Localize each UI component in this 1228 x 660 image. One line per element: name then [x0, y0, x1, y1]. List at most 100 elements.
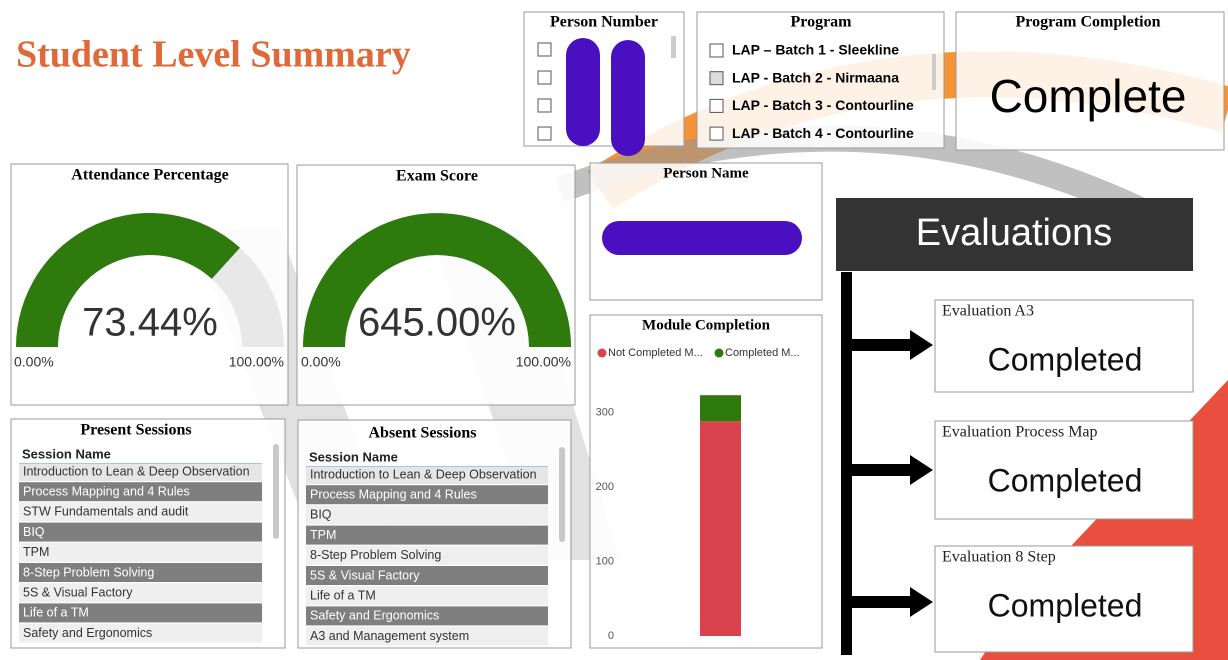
evaluation-status: Completed — [988, 462, 1143, 498]
card-box — [955, 11, 1225, 151]
table-row[interactable] — [19, 623, 262, 643]
slicer-item[interactable]: LAP - Batch 2 - Nirmaana — [732, 69, 899, 85]
table-title: Present Sessions — [80, 422, 191, 439]
evaluation-card — [934, 420, 1194, 520]
redaction — [566, 38, 600, 146]
arrow — [852, 455, 933, 485]
table-cell: Introduction to Lean & Deep Observation — [23, 464, 250, 478]
y-tick-label: 0 — [608, 630, 614, 642]
table-cell: Safety and Ergonomics — [23, 626, 152, 640]
legend-marker — [714, 348, 724, 358]
slicer-items: LAP – Batch 1 - Sleekline LAP - Batch 2 -… — [709, 42, 914, 141]
column-header[interactable]: Session Name — [309, 449, 398, 464]
page-title: Student Level Summary — [16, 34, 411, 76]
gauge-value: 73.44% — [82, 301, 218, 345]
slicer-item[interactable]: LAP – Batch 1 - Sleekline — [732, 42, 899, 58]
table-cell: TPM — [310, 528, 336, 542]
evaluation-list: Evaluation A3 Completed Evaluation Process… — [852, 299, 1194, 653]
checkbox[interactable] — [537, 126, 552, 141]
table-row[interactable] — [306, 525, 548, 545]
scrollbar[interactable] — [671, 36, 676, 58]
gauge-min: 0.00% — [301, 354, 341, 370]
evaluation-name: Evaluation Process Map — [942, 424, 1098, 441]
slicer-box — [696, 11, 945, 149]
table-row[interactable] — [19, 522, 262, 542]
table-row[interactable] — [306, 545, 548, 565]
card-title: Person Name — [663, 165, 749, 181]
table-row[interactable] — [19, 563, 262, 582]
table-row[interactable] — [306, 586, 548, 606]
slicer-item[interactable]: LAP - Batch 3 - Contourline — [732, 97, 914, 113]
table-row[interactable] — [306, 626, 548, 646]
table-cell: A3 and Management system — [310, 629, 469, 643]
bar-segment — [700, 421, 741, 636]
table-cell: 5S & Visual Factory — [23, 585, 133, 599]
table-cell: Introduction to Lean & Deep Observation — [310, 467, 537, 481]
gauge-max: 100.00% — [516, 354, 571, 370]
column-header[interactable]: Session Name — [22, 446, 111, 461]
gauge-arc — [16, 212, 240, 347]
connector-line — [841, 272, 852, 655]
table-cell: STW Fundamentals and audit — [23, 505, 189, 519]
card-title: Program Completion — [1015, 14, 1160, 31]
y-tick-label: 100 — [596, 555, 614, 567]
table-row[interactable] — [19, 583, 262, 603]
gauge-title: Attendance Percentage — [71, 167, 228, 184]
table-row[interactable] — [19, 462, 262, 481]
gauge-min: 0.00% — [14, 354, 54, 370]
bar-segment — [700, 395, 741, 422]
table-row[interactable] — [306, 505, 548, 525]
card-value: Complete — [990, 70, 1187, 122]
checkbox[interactable] — [537, 98, 552, 113]
redaction — [602, 221, 802, 255]
table-row[interactable] — [306, 566, 548, 585]
arrow — [852, 587, 933, 617]
gauge-arc — [303, 213, 571, 347]
chart-title: Module Completion — [642, 317, 771, 333]
evaluation-card — [934, 299, 1194, 393]
table-cell: Process Mapping and 4 Rules — [310, 487, 477, 501]
checkbox[interactable] — [537, 70, 552, 85]
table-row[interactable] — [19, 542, 262, 562]
legend-label: Completed M... — [725, 347, 800, 359]
scrollbar[interactable] — [932, 54, 936, 90]
table-row[interactable] — [306, 485, 548, 505]
y-tick-label: 200 — [596, 481, 614, 493]
table-rows: Introduction to Lean & Deep Observation P… — [19, 462, 262, 643]
table-row[interactable] — [306, 465, 548, 484]
checkbox[interactable] — [709, 126, 724, 141]
table-cell: Life of a TM — [23, 606, 89, 620]
slicer-title: Person Number — [550, 14, 658, 31]
gauge-value: 645.00% — [358, 301, 516, 345]
table-cell: BIQ — [23, 525, 45, 539]
scrollbar[interactable] — [559, 447, 565, 542]
legend-label: Not Completed M... — [608, 347, 703, 359]
evaluations-title: Evaluations — [916, 212, 1112, 254]
checkbox[interactable] — [709, 71, 724, 86]
gauge-max: 100.00% — [229, 354, 284, 370]
table-row[interactable] — [19, 482, 262, 502]
evaluation-status: Completed — [988, 341, 1143, 377]
table-title: Absent Sessions — [368, 425, 476, 442]
evaluation-name: Evaluation A3 — [942, 303, 1034, 320]
redaction — [611, 40, 645, 156]
slicer-item[interactable]: LAP - Batch 4 - Contourline — [732, 125, 914, 141]
arrow — [852, 330, 933, 360]
legend-marker — [597, 348, 607, 358]
scrollbar[interactable] — [273, 444, 279, 539]
slicer-title: Program — [790, 14, 852, 31]
checkbox[interactable] — [709, 98, 724, 113]
table-cell: 8-Step Problem Solving — [310, 548, 441, 562]
checkbox[interactable] — [709, 43, 724, 58]
table-cell: Life of a TM — [310, 588, 376, 602]
y-tick-label: 300 — [596, 406, 614, 418]
table-cell: 8-Step Problem Solving — [23, 565, 154, 579]
evaluation-status: Completed — [988, 587, 1143, 623]
table-rows: Introduction to Lean & Deep Observation P… — [306, 465, 548, 646]
table-row[interactable] — [19, 603, 262, 623]
checkbox[interactable] — [537, 42, 552, 57]
table-row[interactable] — [19, 502, 262, 522]
table-row[interactable] — [306, 606, 548, 626]
